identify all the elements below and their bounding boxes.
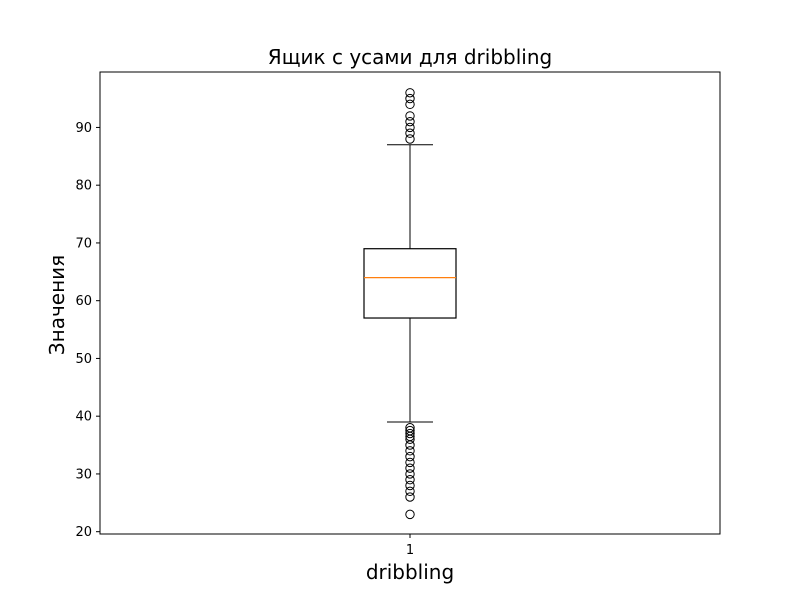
x-axis-label: dribbling	[366, 560, 454, 584]
y-tick-label: 70	[75, 236, 92, 251]
outlier-point	[405, 428, 415, 439]
outlier-point	[405, 93, 415, 104]
y-tick-label: 20	[75, 525, 92, 540]
chart-title: Ящик с усами для dribbling	[268, 45, 552, 69]
outlier-point	[405, 99, 415, 110]
x-tick-label: 1	[406, 543, 414, 558]
outlier-point	[405, 88, 415, 98]
outlier-point	[405, 486, 415, 496]
outlier-point	[405, 451, 415, 462]
y-tick-label: 90	[75, 121, 92, 136]
y-tick-label: 80	[75, 179, 92, 194]
outlier-point	[405, 463, 415, 473]
outlier-point	[405, 446, 415, 456]
y-tick-label: 60	[75, 294, 92, 309]
outlier-point	[405, 457, 415, 468]
outlier-point	[405, 475, 415, 485]
outlier-point	[405, 480, 415, 491]
plot-area: 20 30 40 50 60 70 80 90 1	[75, 71, 721, 558]
outlier-point	[405, 128, 415, 138]
outlier-point	[405, 440, 415, 450]
y-tick-label: 40	[75, 410, 92, 425]
outlier-point	[405, 509, 415, 520]
y-tick-label: 50	[75, 352, 92, 367]
outlier-point	[405, 116, 415, 127]
outlier-point	[405, 492, 415, 502]
outlier-point	[405, 111, 415, 121]
outlier-point	[405, 434, 415, 444]
outlier-point	[405, 134, 415, 144]
outlier-point	[405, 469, 415, 479]
outlier-point	[405, 122, 415, 133]
y-axis-label: Значения	[45, 255, 69, 355]
y-tick-label: 30	[75, 467, 92, 482]
iqr-box	[363, 248, 457, 319]
